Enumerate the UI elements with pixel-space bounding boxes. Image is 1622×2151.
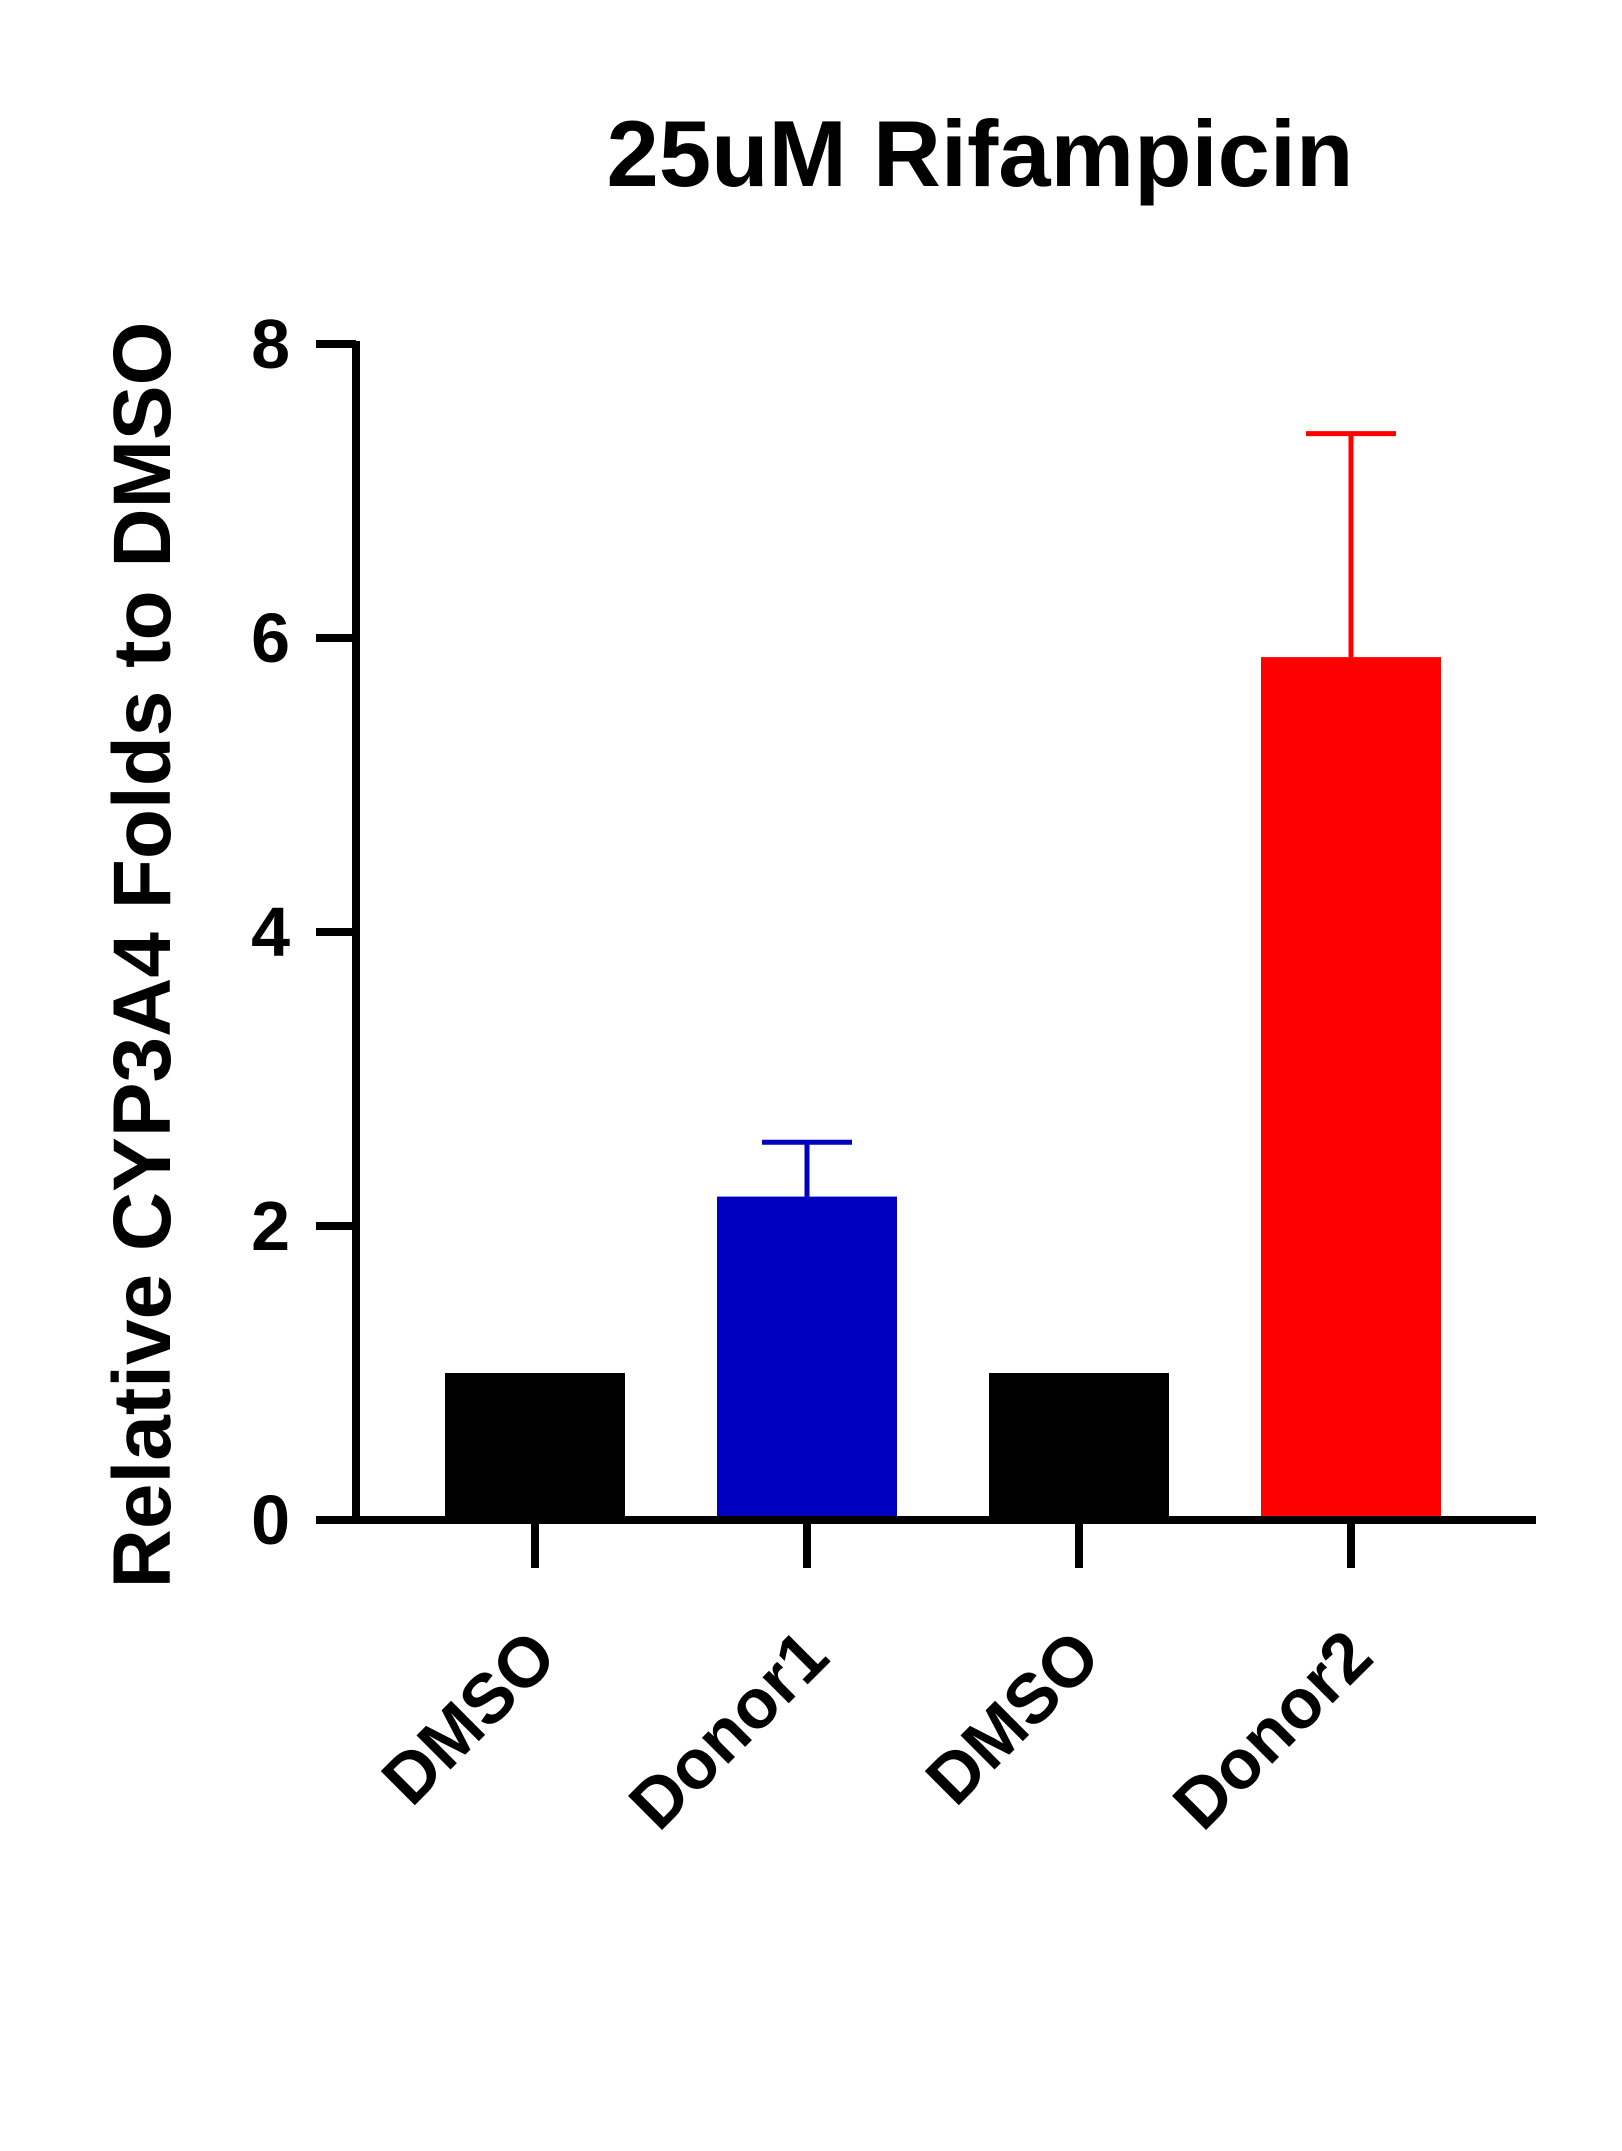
bar-2 [717, 1196, 897, 1520]
x-category-label: Donor1 [614, 1615, 842, 1843]
y-tick-label: 2 [251, 1187, 290, 1265]
y-tick-label: 8 [251, 305, 290, 383]
y-tick-label: 0 [251, 1481, 290, 1559]
y-tick-labels: 0 2 4 6 8 [251, 305, 290, 1559]
x-category-label: Donor2 [1158, 1615, 1386, 1843]
y-tick-label: 4 [251, 893, 290, 971]
bar-1 [445, 1373, 625, 1520]
bars-layer [445, 657, 1441, 1520]
x-category-label: DMSO [367, 1615, 571, 1819]
y-axis-label: Relative CYP3A4 Folds to DMSO [97, 322, 188, 1589]
y-tick-label: 6 [251, 599, 290, 677]
bar-4 [1261, 657, 1441, 1520]
chart-title: 25uM Rifampicin [607, 101, 1354, 206]
axes [316, 340, 1536, 1568]
bar-3 [989, 1373, 1169, 1520]
error-bars-layer [762, 431, 1396, 1197]
x-category-label: DMSO [911, 1615, 1115, 1819]
x-category-labels: DMSO Donor1 DMSO Donor2 [367, 1615, 1387, 1843]
